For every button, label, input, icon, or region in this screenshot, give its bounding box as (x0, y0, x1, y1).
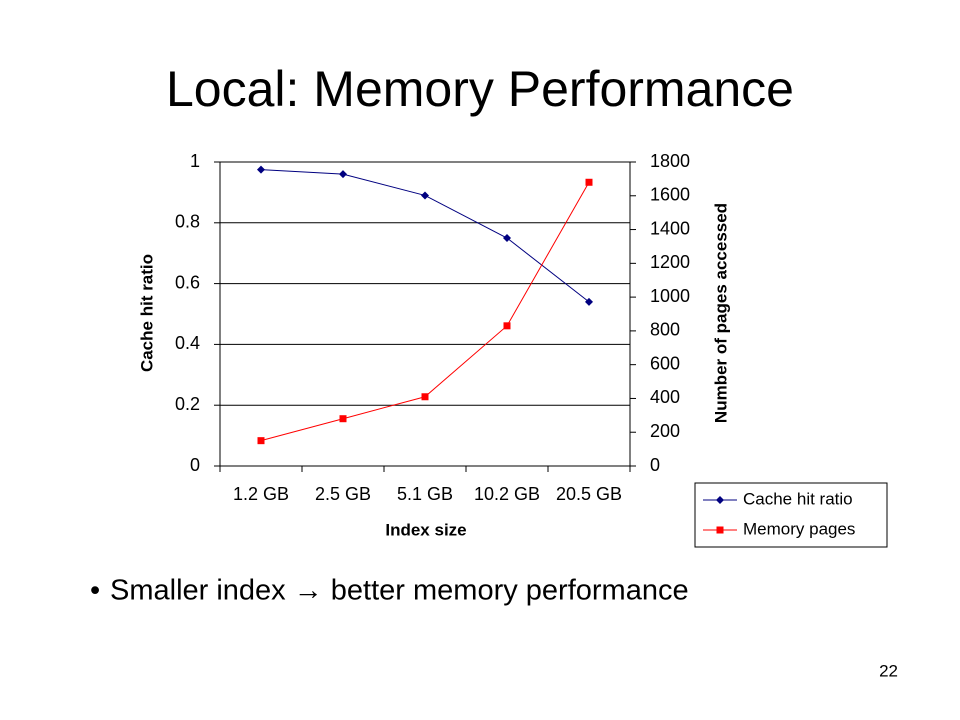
y-tick-label: 0.8 (175, 212, 200, 232)
data-point (585, 297, 593, 306)
y2-tick-label: 1600 (650, 185, 690, 205)
y2-tick-label: 800 (650, 320, 680, 340)
legend-box (694, 482, 888, 548)
y2-axis-label: Number of pages accessed (711, 203, 730, 423)
y-axis-label: Cache hit ratio (137, 254, 156, 372)
data-point (585, 178, 593, 186)
x-tick-label: 2.5 GB (315, 484, 371, 504)
y2-tick-label: 1200 (650, 252, 690, 272)
data-point (339, 415, 347, 423)
slide-title: Local: Memory Performance (166, 61, 794, 117)
data-point (503, 322, 511, 330)
data-point (257, 165, 265, 174)
data-point (503, 234, 511, 242)
y2-tick-label: 1400 (650, 218, 690, 238)
y-tick-label: 0.6 (175, 272, 200, 292)
y2-tick-label: 200 (650, 421, 680, 441)
page-number: 22 (879, 661, 898, 680)
y2-tick-label: 600 (650, 353, 680, 373)
data-point (421, 191, 429, 200)
y2-tick-label: 1800 (650, 151, 690, 171)
x-tick-label: 5.1 GB (397, 484, 453, 504)
y-tick-label: 0 (190, 455, 200, 475)
x-axis-label: Index size (385, 520, 466, 539)
data-point (339, 170, 347, 179)
data-point (421, 393, 429, 401)
data-point (257, 437, 265, 445)
y-tick-label: 0.2 (175, 394, 200, 414)
y2-tick-label: 1000 (650, 286, 690, 306)
legend-label: Cache hit ratio (743, 489, 853, 508)
legend-label: Memory pages (743, 519, 855, 538)
y-tick-label: 1 (190, 151, 200, 171)
legend-marker (716, 496, 724, 504)
x-tick-label: 20.5 GB (556, 484, 622, 504)
legend-marker (716, 526, 724, 534)
bullet-dot: • (90, 575, 100, 607)
bullet-text: Smaller index → better memory performanc… (110, 575, 689, 607)
x-tick-label: 10.2 GB (474, 484, 540, 504)
y-tick-label: 0.4 (175, 333, 200, 353)
y2-tick-label: 400 (650, 387, 680, 407)
x-tick-label: 1.2 GB (233, 484, 289, 504)
y2-tick-label: 0 (650, 455, 660, 475)
